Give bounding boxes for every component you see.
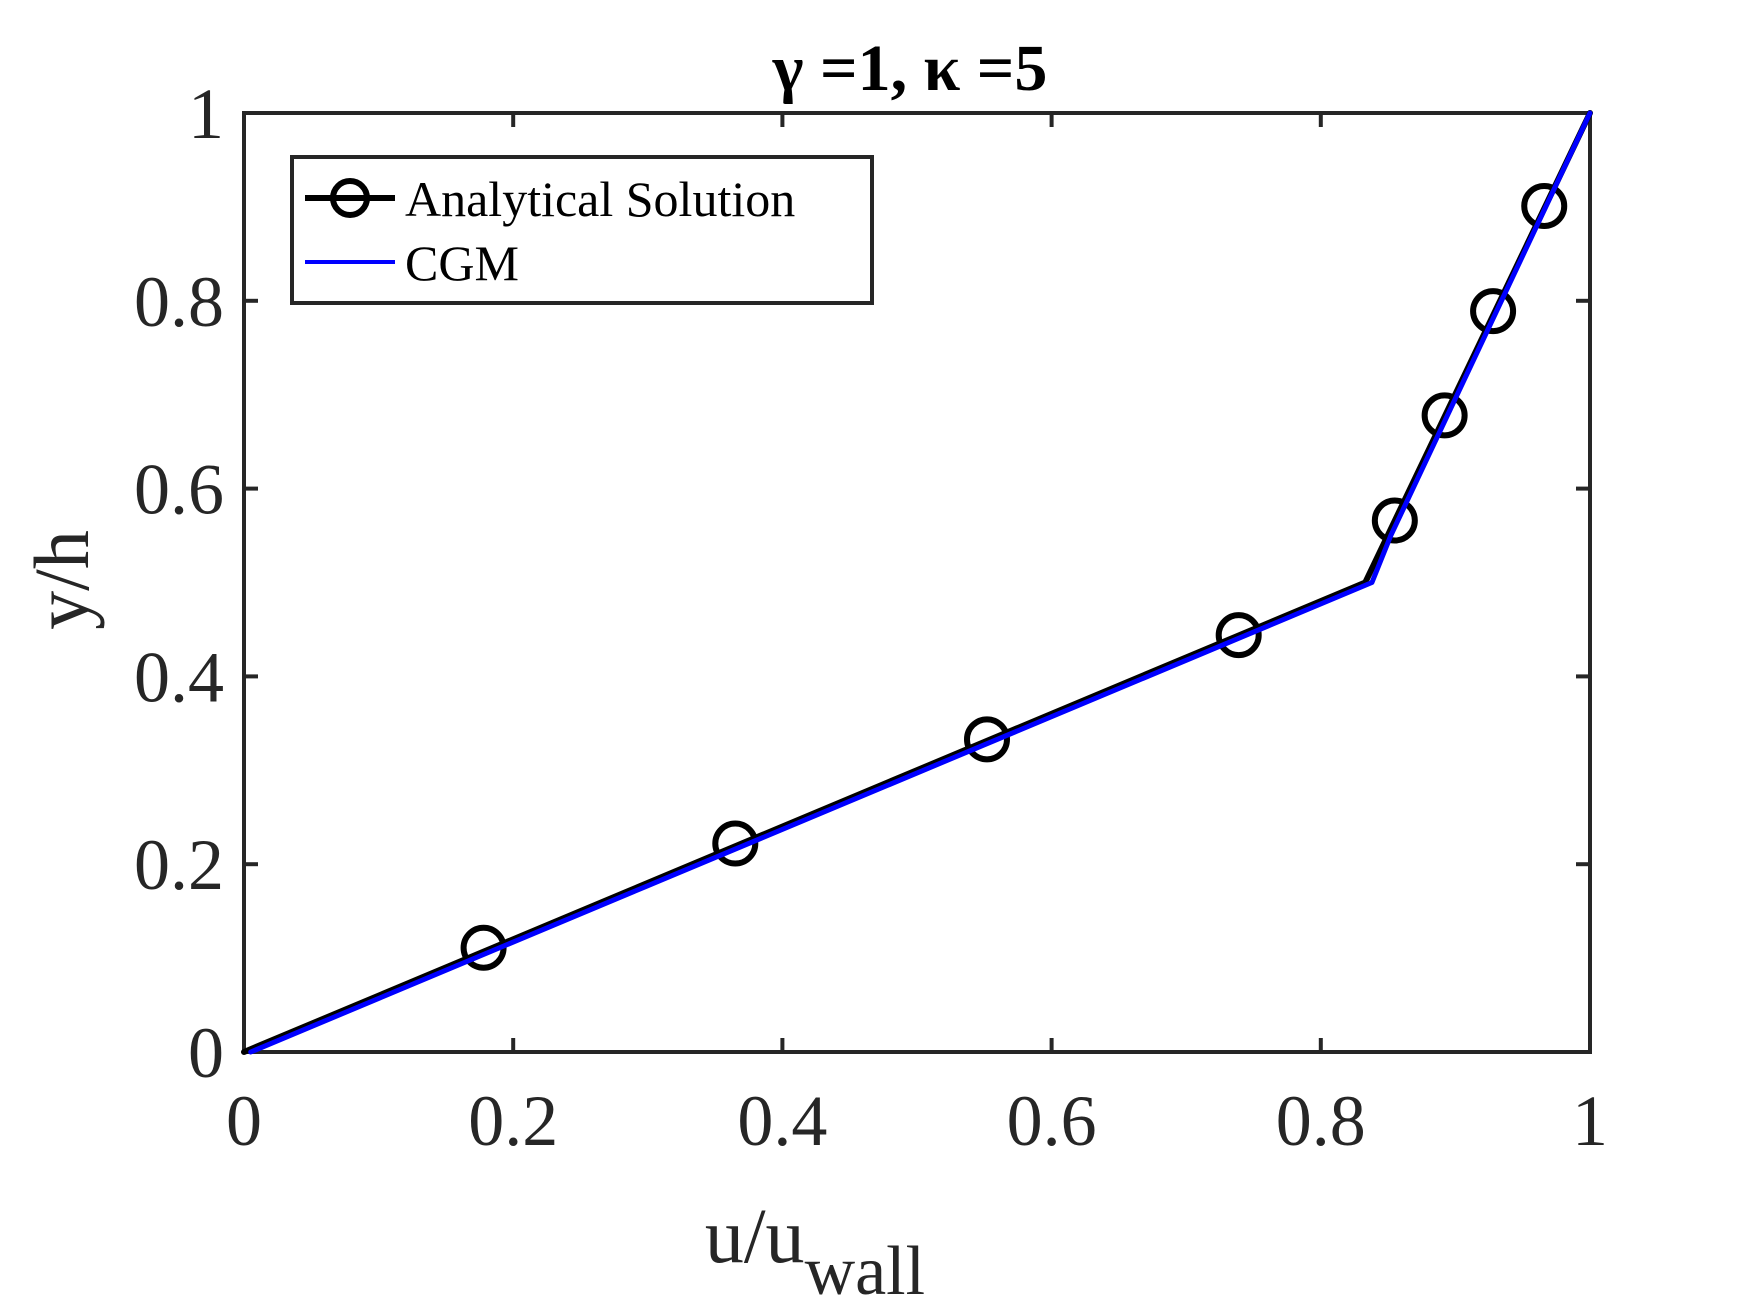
y-tick-label: 0.4 — [134, 637, 224, 717]
y-tick-label: 0.8 — [134, 262, 224, 342]
x-tick-label: 1 — [1572, 1081, 1608, 1161]
legend-entry-cgm: CGM — [305, 235, 519, 291]
analytical-solution-marker — [712, 820, 759, 867]
y-axis-label: y/h — [18, 530, 105, 630]
x-axis-ticks: 0 0.2 0.4 0.6 0.8 1 — [226, 113, 1608, 1161]
plot-area — [242, 111, 1592, 1054]
legend-label-analytical: Analytical Solution — [405, 171, 795, 227]
y-tick-label: 0.2 — [134, 825, 224, 905]
series-layer — [241, 110, 1593, 1055]
analytical-solution-marker — [963, 716, 1010, 763]
legend-swatch-analytical-marker — [330, 178, 370, 218]
legend: Analytical Solution CGM — [290, 155, 874, 305]
chart-title: γ =1, κ =5 — [772, 32, 1048, 105]
x-tick-label: 0 — [226, 1081, 262, 1161]
x-tick-label: 0.2 — [468, 1081, 558, 1161]
analytical-solution-marker — [1421, 392, 1468, 439]
x-axis-label-subscript: wall — [805, 1233, 926, 1310]
legend-box — [290, 155, 874, 305]
y-tick-label: 0 — [188, 1013, 224, 1093]
axes-box — [242, 111, 1592, 1054]
x-tick-label: 0.4 — [737, 1081, 827, 1161]
analytical-solution-marker — [1371, 497, 1418, 544]
legend-entry-analytical: Analytical Solution — [305, 171, 795, 227]
cgm-line — [248, 110, 1593, 1055]
analytical-solution-marker — [1470, 288, 1517, 335]
y-axis-ticks: 0 0.2 0.4 0.6 0.8 1 — [134, 74, 1590, 1093]
y-tick-label: 1 — [188, 74, 224, 154]
y-tick-label: 0.6 — [134, 450, 224, 530]
x-tick-label: 0.8 — [1276, 1081, 1366, 1161]
analytical-solution-marker — [1215, 612, 1262, 659]
analytical-solution-marker — [1521, 182, 1568, 229]
x-axis-label: u/uwall — [705, 1192, 925, 1310]
legend-label-cgm: CGM — [405, 235, 519, 291]
x-tick-label: 0.6 — [1007, 1081, 1097, 1161]
